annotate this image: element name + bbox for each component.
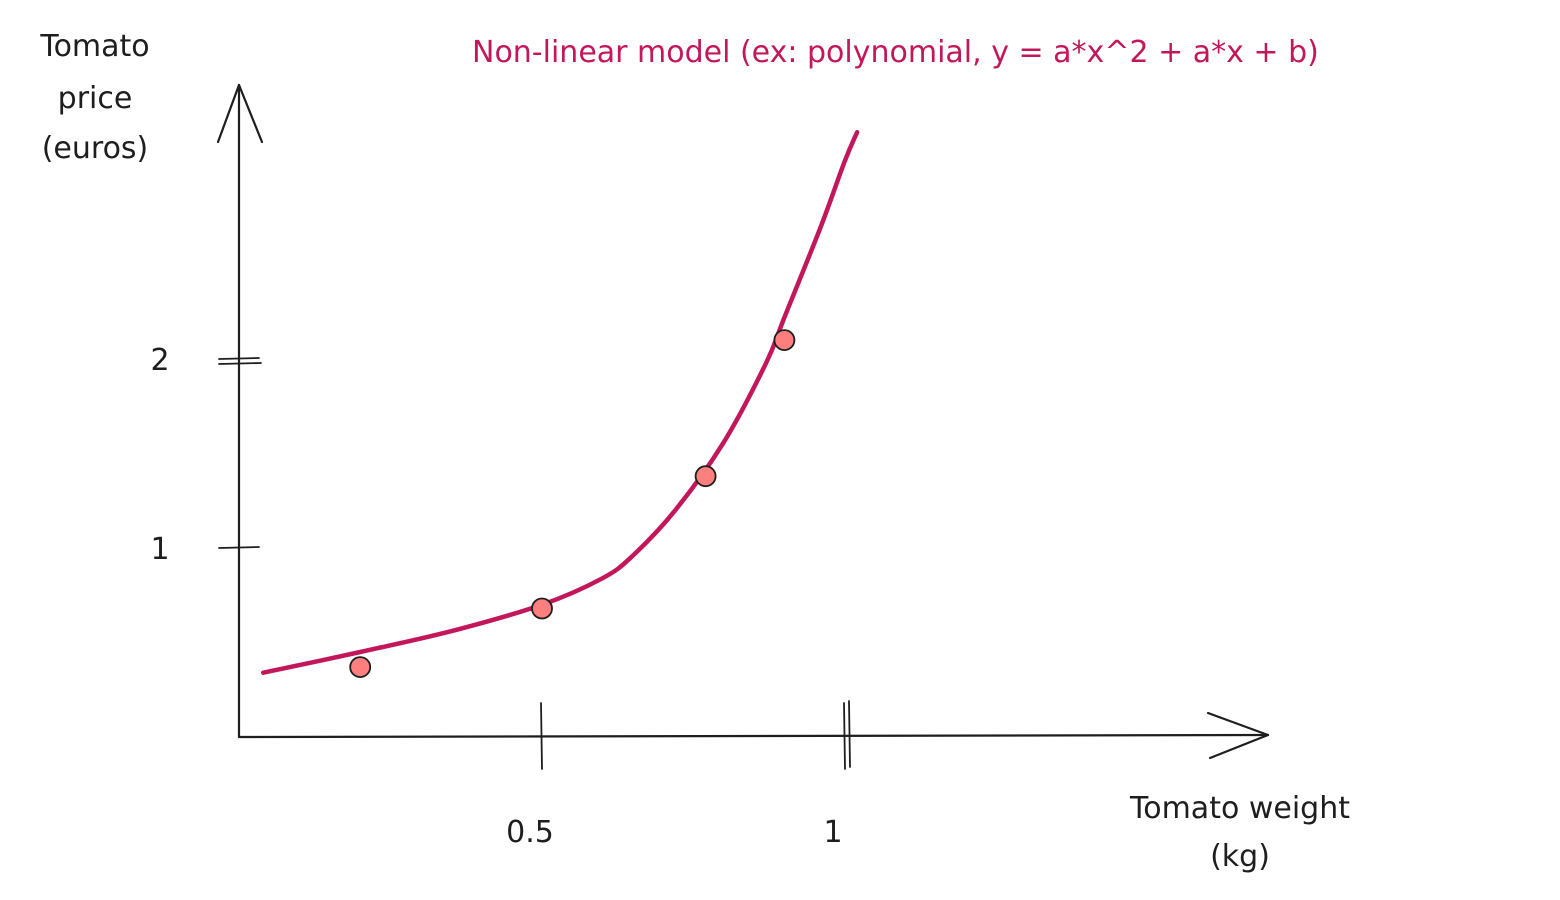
y-axis-label-line-3: (euros) — [42, 131, 149, 166]
x-tick-label-0: 0.5 — [506, 815, 554, 850]
fit-curve — [260, 129, 860, 675]
y-tick-mark-0 — [218, 546, 260, 549]
x-axis-label-line-1: Tomato weight — [1129, 791, 1350, 826]
x-axis — [237, 711, 1270, 760]
x-tick-mark-0 — [540, 702, 543, 770]
y-tick-label-1: 2 — [150, 343, 169, 378]
data-points — [349, 329, 796, 678]
y-axis-label-line-1: Tomato — [39, 29, 149, 64]
y-axis — [216, 83, 264, 739]
data-point-2 — [694, 465, 717, 488]
y-axis-label-line-2: price — [58, 81, 133, 116]
x-tick-mark-1 — [843, 702, 846, 770]
x-tick-label-1: 1 — [823, 815, 842, 850]
y-tick-mark-1 — [218, 357, 260, 360]
y-tick-mark-1-stroke — [218, 362, 262, 365]
data-point-1 — [531, 597, 553, 620]
data-point-3 — [773, 329, 796, 352]
chart-title: Non-linear model (ex: polynomial, y = a*… — [472, 35, 1319, 70]
data-point-0 — [349, 656, 372, 678]
x-axis-label-line-2: (kg) — [1210, 839, 1270, 874]
axis-ticks: 0.5 1 1 2 — [150, 343, 851, 850]
y-tick-label-0: 1 — [150, 532, 169, 567]
x-tick-mark-1-stroke — [848, 700, 851, 768]
